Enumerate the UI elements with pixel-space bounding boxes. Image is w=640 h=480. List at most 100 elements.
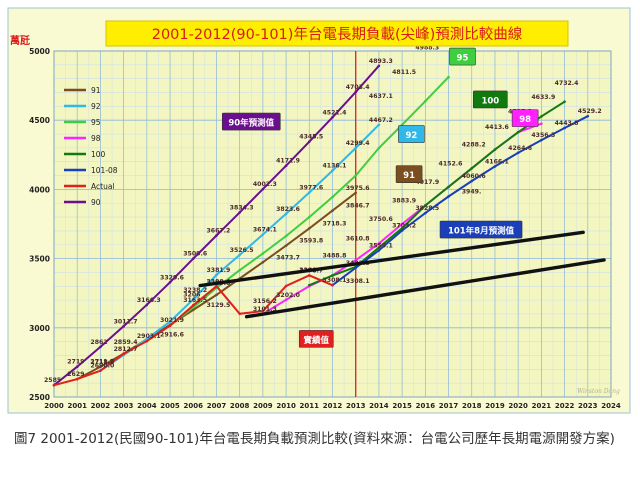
series-line-100 [308,100,566,287]
data-label: 4299.4 [346,140,371,147]
axes: 2500 3000 3500 4000 4500 5000 2000 2001 2002 2003… [29,47,621,410]
series-point-92 [307,191,311,194]
series-point-90 [238,211,241,214]
series-point-100 [493,148,497,151]
legend-label-98: 98 [91,134,101,143]
series-point-101-08 [493,165,497,168]
y-axis-label: 萬瓩 [10,34,30,47]
legend-label-91: 91 [91,86,101,95]
x-tick-label: 2019 [485,402,505,410]
trend-line [198,230,585,288]
series-point-Actual [168,324,172,328]
series-tag-text: 91 [403,171,415,181]
chart-title-box [105,20,569,47]
series-point-101-08 [563,126,566,130]
series-point-95 [284,234,288,238]
series-point-Actual [191,303,195,307]
series-point-95 [354,174,358,177]
data-label: 2711.7 [90,359,114,366]
x-tick-label: 2000 [44,402,64,410]
legend-label-90: 90 [91,198,101,207]
data-label: 4413.6 [485,124,509,131]
series-point-100 [377,246,381,249]
series-point-95 [238,268,241,272]
series-point-90 [122,324,125,328]
series-point-95 [261,252,265,255]
data-label: 4166.1 [485,158,509,165]
series-tag-text: 90年預測值 [228,118,274,129]
data-label: 3846.7 [346,203,370,210]
series-point-91 [99,365,102,369]
series-point-100 [540,115,543,118]
series-tag-box [439,220,523,239]
data-label: 2719 [67,359,84,366]
series-point-101-08 [424,211,427,215]
data-label: 3828.5 [415,205,439,212]
series-point-90 [377,64,381,68]
data-label: 3129.5 [206,302,230,309]
x-tick-label: 2010 [276,402,296,410]
data-label: 3381.9 [206,267,230,274]
series-point-Actual [99,369,102,373]
series-tag-box [221,112,281,131]
x-tick-label: 2018 [462,402,482,410]
x-tick-label: 2015 [392,402,412,410]
data-label: 3718.3 [323,220,347,227]
legend-label-101-08: 101-08 [91,166,118,175]
x-tick-label: 2012 [323,402,343,410]
series-point-Actual [261,309,265,313]
x-tick-label: 2009 [253,402,273,410]
series-point-95 [447,75,450,79]
series-tag-text: 100 [481,96,499,106]
legend: 91 92 95 98 100 101-08 Actual 90 [64,86,118,207]
series-point-92 [261,233,265,236]
data-label: 2690.0 [90,363,115,370]
x-tick-label: 2008 [230,402,250,410]
data-label: 3308.1 [346,278,370,285]
data-label: 4811.5 [392,69,416,76]
series-tag-text: 92 [405,131,417,141]
data-label: 3674.1 [253,227,277,234]
series-point-95 [307,215,311,219]
series-tag-box [449,47,476,66]
data-label: 3949. [462,188,482,195]
data-label: 3500.6 [183,251,207,258]
y-tick-label: 4000 [29,185,50,194]
series-point-90 [307,140,311,143]
y-tick-label: 4500 [29,116,50,125]
data-label: 3163.5 [183,297,207,304]
series-point-92 [191,297,195,301]
data-label: 3593.8 [299,238,323,245]
data-label: 3703.2 [392,223,416,230]
series-tag-box [398,125,425,143]
series-point-98 [284,298,288,302]
series-point-90 [354,90,358,94]
series-point-91 [354,191,358,195]
series-point-101-08 [470,179,474,183]
x-tick-label: 2014 [369,402,389,410]
series-point-92 [238,253,241,257]
data-label: 2916.6 [160,331,184,338]
data-label: 4467.2 [369,117,393,124]
series-point-Actual [238,312,241,316]
series-point-101-08 [586,114,590,118]
series-point-100 [470,166,474,170]
data-label: 2629 [67,371,84,378]
data-label: 3975.6 [346,185,370,192]
series-point-101-08 [540,138,543,142]
data-label: 4136.1 [323,163,347,170]
data-label: 4988.3 [415,45,439,52]
series-point-92 [145,337,149,341]
data-label: 4356.3 [531,132,555,139]
x-tick-label: 2016 [416,402,436,410]
series-point-101-08 [447,195,450,198]
x-tick-label: 2013 [346,402,366,410]
series-point-90 [75,365,79,368]
series-point-90 [145,303,149,307]
data-label: 4703.4 [346,84,371,91]
data-label: 4002.3 [253,181,277,188]
legend-label-Actual: Actual [91,182,115,191]
legend-label-95: 95 [91,118,101,127]
data-label: 2862 [90,339,107,346]
data-label: 2585 [44,377,61,384]
